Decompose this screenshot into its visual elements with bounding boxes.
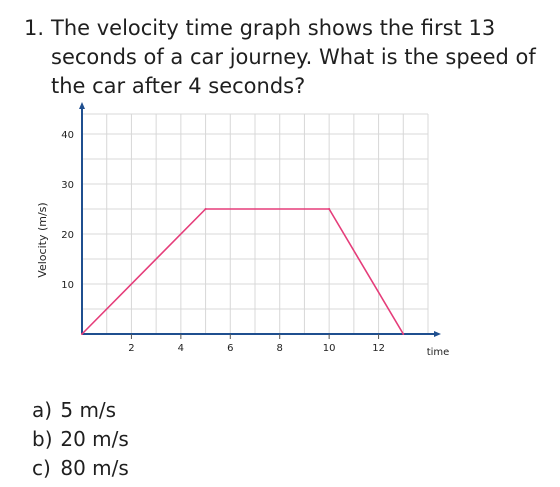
- tick-labels: 2 4 6 8 10 12 10 20 30 40: [61, 130, 385, 354]
- option-letter: c): [32, 456, 51, 480]
- series: [81, 208, 405, 335]
- axes: [79, 102, 441, 339]
- axis-labels: time Velocity (m/s): [36, 202, 449, 358]
- option-text: 80 m/s: [60, 456, 129, 480]
- y-tick-label: 40: [61, 130, 74, 141]
- y-tick-label: 10: [61, 280, 74, 291]
- question-text: The velocity time graph shows the first …: [51, 16, 536, 98]
- x-tick-label: 10: [323, 343, 336, 354]
- velocity-time-chart: 2 4 6 8 10 12 10 20 30 40 time Velocity (m/s): [36, 102, 449, 358]
- x-tick-label: 6: [227, 343, 233, 354]
- velocity-line: [81, 208, 404, 335]
- grid: [82, 113, 429, 334]
- x-axis-arrow: [434, 331, 441, 337]
- x-tick-label: 4: [178, 343, 184, 354]
- data-point: [402, 333, 405, 335]
- option-letter: b): [32, 427, 53, 451]
- answer-options: a) 5 m/s b) 20 m/s c) 80 m/s: [32, 396, 129, 483]
- y-tick-label: 30: [61, 180, 74, 191]
- option-text: 5 m/s: [60, 398, 117, 422]
- y-axis-arrow: [79, 102, 85, 109]
- y-axis-label: Velocity (m/s): [36, 202, 49, 277]
- x-tick-label: 12: [372, 343, 385, 354]
- option-text: 20 m/s: [60, 427, 129, 451]
- data-point: [81, 333, 83, 335]
- option-letter: a): [32, 398, 53, 422]
- data-point: [204, 208, 207, 210]
- x-tick-label: 8: [277, 343, 283, 354]
- data-point: [328, 208, 331, 210]
- option-c[interactable]: c) 80 m/s: [32, 454, 129, 483]
- x-tick-label: 2: [128, 343, 134, 354]
- y-tick-label: 20: [61, 230, 74, 241]
- option-a[interactable]: a) 5 m/s: [32, 396, 129, 425]
- question-number: 1.: [24, 16, 45, 40]
- option-b[interactable]: b) 20 m/s: [32, 425, 129, 454]
- x-axis-label: time: [427, 347, 450, 358]
